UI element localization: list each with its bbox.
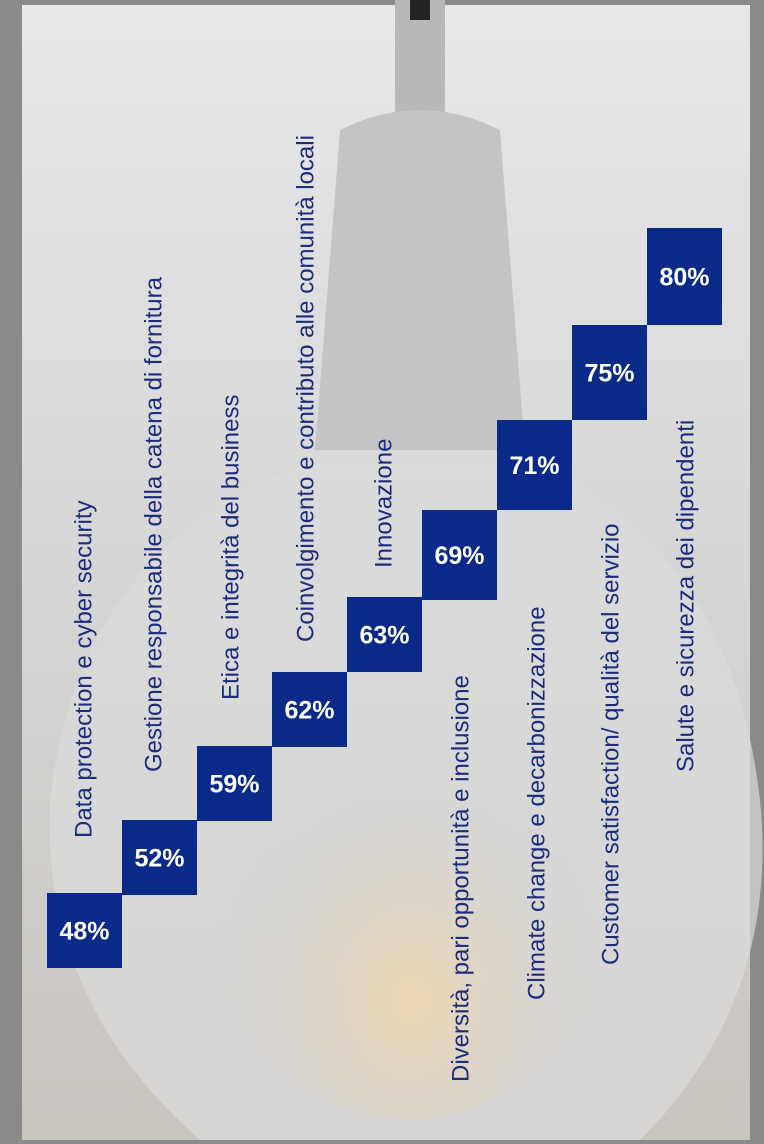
category-label: Diversità, pari opportunità e inclusione — [447, 675, 474, 1082]
value-label: 71% — [509, 452, 559, 480]
category-label: Data protection e cyber security — [70, 501, 97, 839]
category-label: Etica e integrità del business — [217, 394, 244, 700]
value-box — [647, 228, 722, 325]
category-label: Gestione responsabile della catena di fo… — [140, 276, 167, 772]
category-label: Climate change e decarbonizzazione — [523, 606, 550, 1000]
value-box — [497, 420, 572, 510]
value-box — [572, 325, 647, 420]
value-label: 80% — [659, 264, 709, 292]
value-box — [422, 510, 497, 600]
value-label: 52% — [134, 845, 184, 873]
filament-glow — [210, 640, 610, 1120]
category-label: Salute e sicurezza dei dipendenti — [672, 420, 699, 772]
category-label: Customer satisfaction/ qualità del servi… — [597, 523, 624, 965]
value-label: 48% — [59, 918, 109, 946]
cord-top — [410, 0, 430, 20]
value-box — [47, 893, 122, 968]
value-box — [347, 597, 422, 672]
value-box — [197, 746, 272, 821]
value-label: 59% — [209, 771, 259, 799]
value-label: 69% — [434, 542, 484, 570]
category-label: Coinvolgimento e contributo alle comunit… — [292, 135, 319, 642]
category-label: Innovazione — [370, 439, 397, 568]
socket — [315, 110, 525, 450]
value-box — [272, 672, 347, 747]
value-label: 62% — [284, 697, 334, 725]
value-label: 63% — [359, 622, 409, 650]
value-box — [122, 820, 197, 895]
value-label: 75% — [584, 360, 634, 388]
